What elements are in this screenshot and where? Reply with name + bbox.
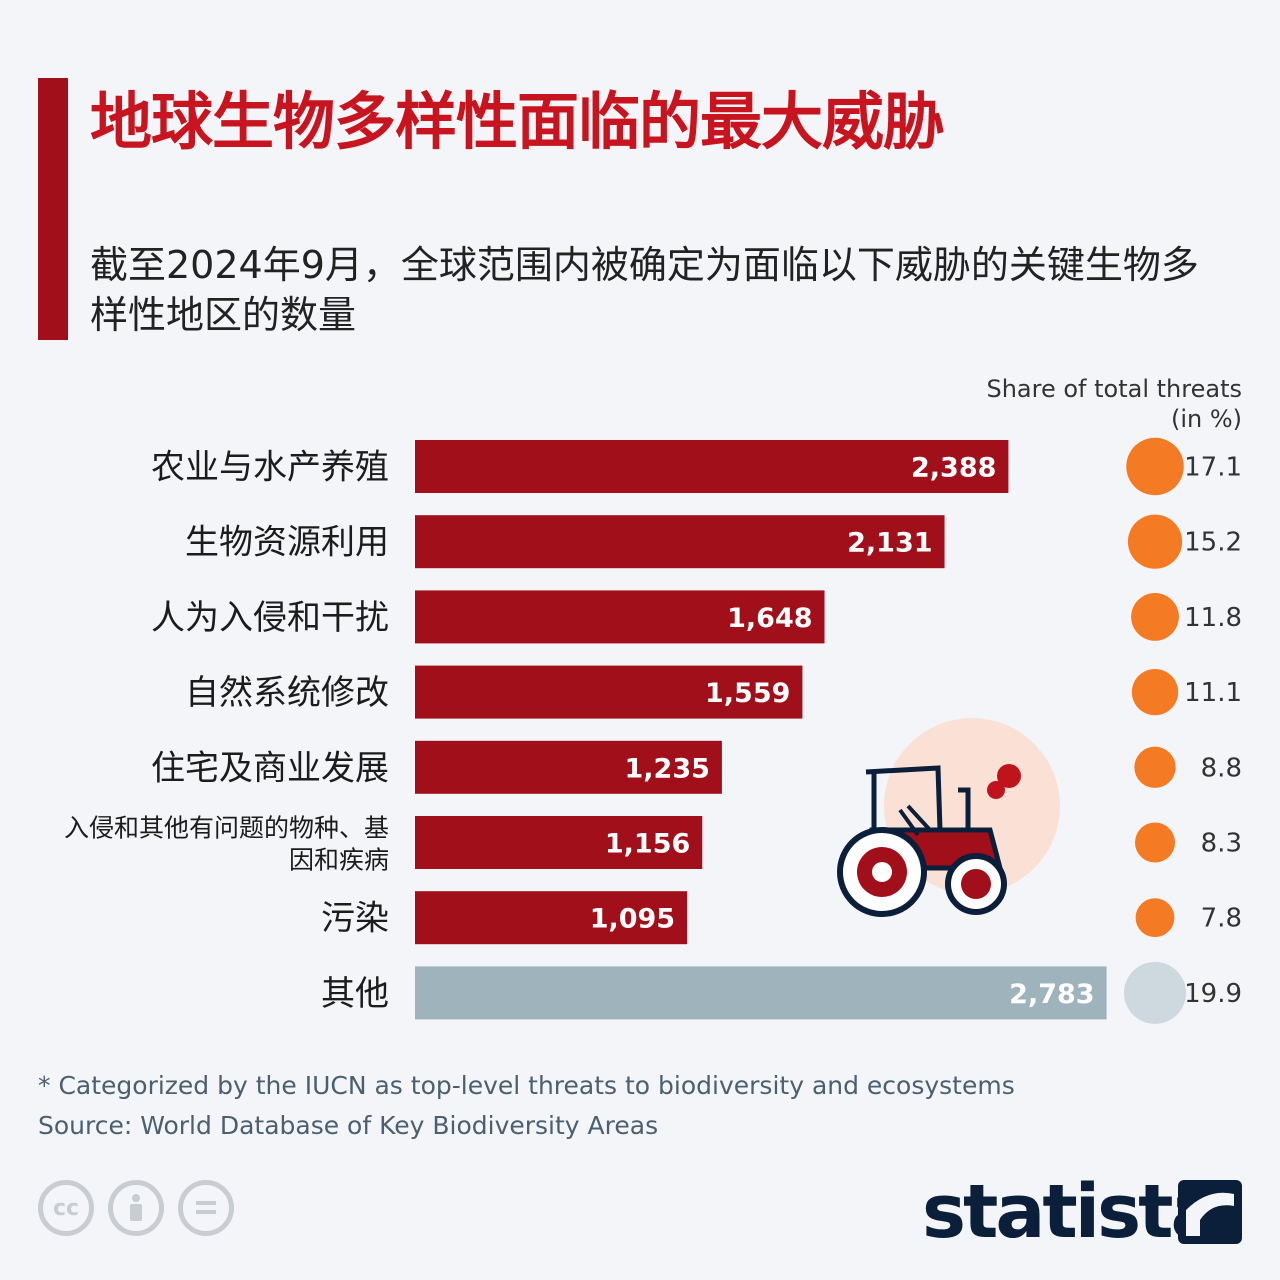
share-label: 19.9 [1184, 979, 1242, 1009]
category-label: 住宅及商业发展 [151, 748, 389, 788]
cc-icon[interactable]: cc [38, 1180, 94, 1236]
bar-other [415, 966, 1107, 1020]
share-bubble [1127, 514, 1183, 569]
category-label: 人为入侵和干扰 [151, 598, 389, 638]
share-bubble [1131, 668, 1179, 716]
value-label: 1,559 [705, 678, 790, 709]
category-label: 污染 [321, 899, 389, 939]
chart-subtitle: 截至2024年9月，全球范围内被确定为面临以下威胁的关键生物多样性地区的数量 [90, 243, 1199, 337]
bar-chart: 农业与水产养殖 2,388 17.1 生物资源利用 2,131 15.2 人为入侵和干扰 1,… [64, 437, 1242, 1024]
attribution-icon[interactable] [108, 1180, 164, 1236]
share-bubble-other [1124, 961, 1186, 1024]
value-label: 1,648 [727, 603, 812, 634]
share-bubble [1134, 822, 1176, 863]
bar [415, 665, 803, 719]
share-bubble [1134, 746, 1176, 788]
value-label: 1,235 [624, 753, 709, 784]
bar [415, 740, 722, 794]
value-label: 1,156 [605, 829, 690, 860]
share-header-line-1: Share of total threats [986, 375, 1242, 403]
bar [415, 891, 688, 945]
share-label: 7.8 [1201, 904, 1242, 934]
share-label: 8.3 [1201, 829, 1242, 859]
footnote-source: Source: World Database of Key Biodiversi… [38, 1111, 659, 1140]
share-bubble [1131, 593, 1179, 641]
value-label: 2,388 [911, 453, 996, 484]
value-label: 2,783 [1009, 979, 1094, 1010]
share-label: 11.8 [1184, 603, 1242, 633]
share-label: 17.1 [1184, 453, 1242, 483]
bar [415, 590, 825, 644]
share-label: 15.2 [1184, 528, 1242, 558]
brand-mark-icon [1178, 1180, 1242, 1244]
title-accent-bar [38, 78, 68, 340]
bar [415, 440, 1009, 493]
category-label: 农业与水产养殖 [151, 448, 389, 488]
value-label: 1,095 [590, 904, 675, 935]
bar [415, 816, 703, 869]
bar [415, 515, 945, 569]
share-column-header: Share of total threats (in %) [922, 374, 1242, 434]
category-label: 其他 [321, 974, 389, 1014]
share-bubble [1126, 437, 1184, 496]
license-icons: cc [38, 1180, 234, 1236]
category-label: 生物资源利用 [185, 523, 389, 563]
no-derivatives-icon[interactable] [178, 1180, 234, 1236]
share-label: 8.8 [1201, 753, 1242, 783]
chart-title: 地球生物多样性面临的最大威胁 [90, 85, 945, 158]
share-header-line-2: (in %) [1170, 405, 1242, 433]
brand-logo[interactable]: statista [922, 1169, 1220, 1255]
tractor-icon [837, 718, 1060, 917]
category-label: 入侵和其他有问题的物种、基因和疾病 [64, 814, 389, 875]
share-label: 11.1 [1184, 678, 1242, 708]
footnote-note: * Categorized by the IUCN as top-level t… [38, 1071, 1015, 1100]
footnote: * Categorized by the IUCN as top-level t… [38, 1066, 1138, 1146]
category-label: 自然系统修改 [185, 673, 389, 713]
share-bubble [1135, 898, 1175, 938]
value-label: 2,131 [847, 528, 932, 559]
